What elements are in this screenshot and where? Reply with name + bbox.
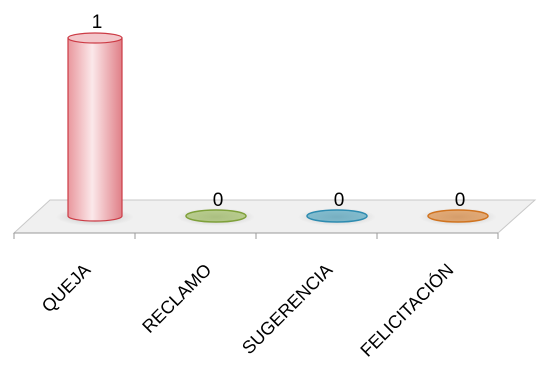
- data-label: 0: [455, 190, 466, 211]
- data-label: 0: [334, 190, 345, 211]
- bars: [56, 32, 497, 226]
- bar: [67, 32, 123, 222]
- category-label: SUGERENCIA: [238, 260, 336, 358]
- x-axis: [13, 232, 499, 239]
- data-label: 0: [213, 190, 224, 211]
- category-label: QUEJA: [38, 260, 95, 317]
- data-labels: 1 0 0 0: [92, 12, 466, 211]
- category-label: FELICITACIÓN: [356, 259, 458, 361]
- bar-body: [67, 37, 123, 222]
- category-labels: QUEJA RECLAMO SUGERENCIA FELICITACIÓN: [38, 259, 458, 361]
- bar: [306, 209, 368, 223]
- data-label: 1: [92, 12, 103, 33]
- bar: [427, 209, 489, 223]
- bar-top: [67, 32, 123, 44]
- category-label: RECLAMO: [138, 260, 215, 337]
- bar: [185, 209, 247, 223]
